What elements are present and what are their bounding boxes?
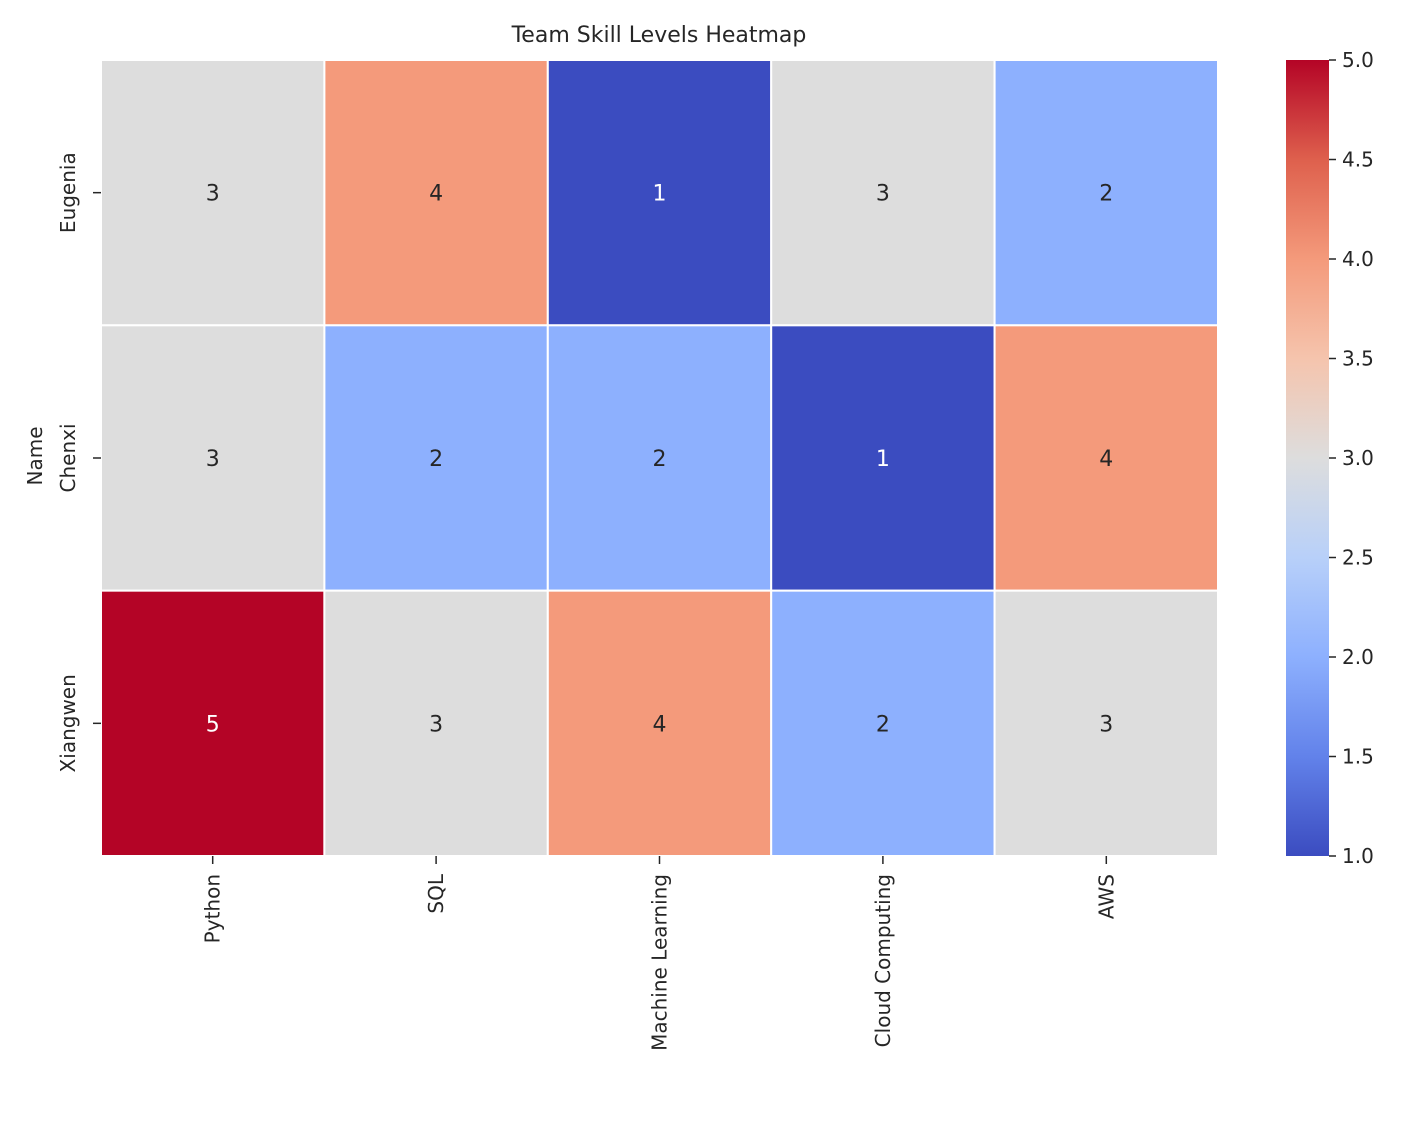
heatmap-cell-label: 3 xyxy=(876,182,890,207)
colorbar-tick-label: 5.0 xyxy=(1342,48,1374,72)
heatmap-cell-label: 2 xyxy=(429,447,443,472)
heatmap-cell xyxy=(100,59,326,327)
heatmap-cell-label: 3 xyxy=(429,712,443,737)
x-tick-label: SQL xyxy=(424,873,448,913)
colorbar-tick-label: 1.0 xyxy=(1342,844,1374,868)
heatmap-cell xyxy=(770,59,996,327)
heatmap-cell xyxy=(323,589,549,858)
heatmap-cell xyxy=(546,59,773,327)
heatmap-cell xyxy=(323,59,549,327)
heatmap-cell-label: 4 xyxy=(429,182,443,207)
y-tick-label: Chenxi xyxy=(56,423,80,492)
heatmap-cell xyxy=(993,589,1219,858)
y-tick-label: Xiangwen xyxy=(56,674,80,772)
colorbar-tick-label: 2.5 xyxy=(1342,546,1374,570)
colorbar-tick-label: 2.0 xyxy=(1342,645,1374,669)
heatmap-cell-label: 4 xyxy=(1099,447,1113,472)
x-tick-label: Machine Learning xyxy=(648,874,672,1051)
heatmap-cell-label: 4 xyxy=(653,712,667,737)
x-tick-label: Cloud Computing xyxy=(871,874,895,1047)
heatmap-cell xyxy=(546,324,773,592)
x-tick-label: AWS xyxy=(1094,874,1118,919)
colorbar-tick-label: 4.5 xyxy=(1342,148,1374,172)
heatmap-cell-label: 2 xyxy=(653,447,667,472)
colorbar-tick-label: 4.0 xyxy=(1342,247,1374,271)
colorbar-ticks: 1.0 1.5 2.0 2.5 3.0 3.5 4.0 4.5 5.0 xyxy=(1329,48,1374,868)
heatmap-cell-label: 1 xyxy=(876,447,890,472)
heatmap-cell-label: 2 xyxy=(1099,182,1113,207)
heatmap-cell xyxy=(993,324,1219,592)
y-tick-label: Eugenia xyxy=(56,152,80,233)
heatmap-cell-label: 3 xyxy=(206,182,220,207)
colorbar-tick-label: 1.5 xyxy=(1342,745,1374,769)
heatmap-cell xyxy=(770,589,996,858)
colorbar-tick-label: 3.5 xyxy=(1342,347,1374,371)
heatmap-cell xyxy=(546,589,773,858)
heatmap-cell-label: 2 xyxy=(876,712,890,737)
heatmap-cell-label: 3 xyxy=(1099,712,1113,737)
chart-title: Team Skill Levels Heatmap xyxy=(511,23,807,48)
heatmap-cell xyxy=(993,59,1219,327)
y-axis-label: Name xyxy=(23,426,47,485)
colorbar-tick-label: 3.0 xyxy=(1342,446,1374,470)
heatmap-cell xyxy=(100,324,326,592)
heatmap-cell-label: 5 xyxy=(206,712,220,737)
heatmap-cell-label: 3 xyxy=(206,447,220,472)
y-axis-ticks: Eugenia Chenxi Xiangwen xyxy=(56,152,101,772)
colorbar xyxy=(1286,60,1329,856)
x-tick-label: Python xyxy=(201,874,225,943)
heatmap-cell-labels: 3 4 1 3 2 3 2 2 1 4 5 3 4 2 3 xyxy=(206,182,1114,738)
heatmap-cell-label: 1 xyxy=(653,182,667,207)
x-axis-ticks: Python SQL Machine Learning Cloud Computing… xyxy=(201,856,1118,1051)
heatmap-cells xyxy=(100,59,1219,858)
